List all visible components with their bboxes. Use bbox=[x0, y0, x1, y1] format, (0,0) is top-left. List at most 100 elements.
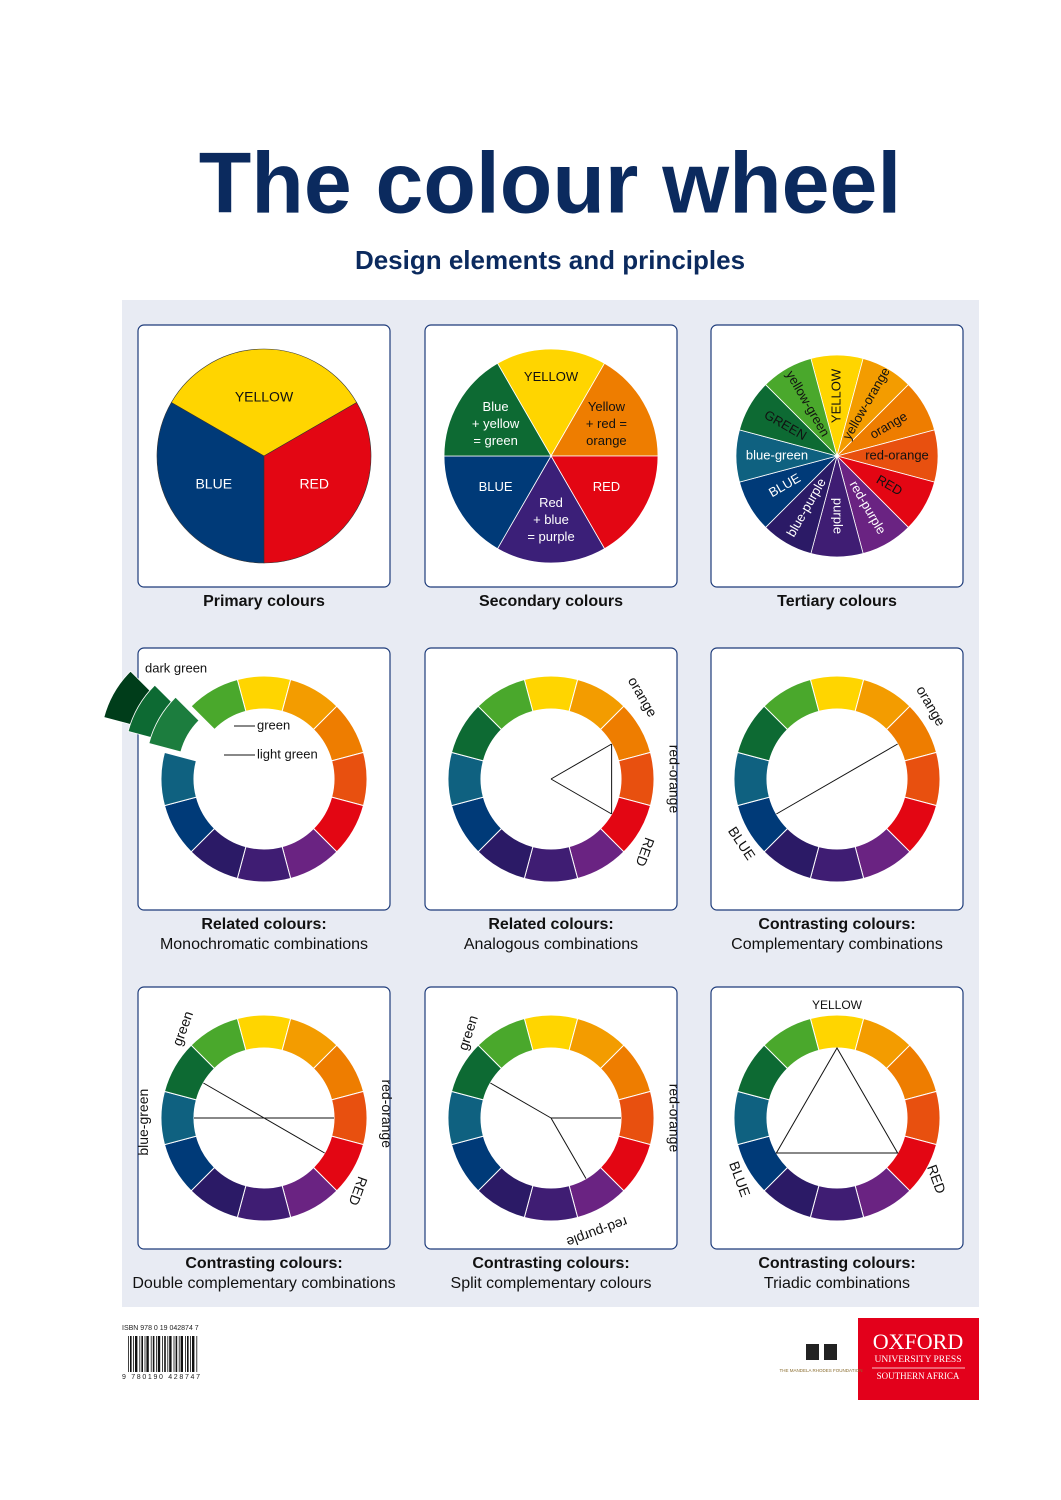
label-line: + blue bbox=[533, 512, 569, 527]
caption-title: Contrasting colours: bbox=[758, 1255, 915, 1272]
barcode-bar bbox=[175, 1336, 178, 1372]
pie-segment bbox=[765, 357, 838, 458]
barcode-bar bbox=[178, 1336, 180, 1372]
wheel-label: red-orange bbox=[865, 447, 929, 462]
barcode-bar bbox=[146, 1336, 149, 1372]
pie-segment bbox=[156, 402, 265, 564]
wheel-segment bbox=[160, 1090, 197, 1146]
wheel-segment bbox=[160, 751, 197, 807]
barcode-bar bbox=[139, 1336, 141, 1372]
barcode-bar bbox=[192, 1336, 195, 1372]
wheel-segment bbox=[523, 1184, 579, 1222]
label-line: Blue bbox=[483, 399, 509, 414]
barcode-bar bbox=[185, 1336, 186, 1372]
panel: Contrasting colours: Complementary combin… bbox=[710, 647, 964, 953]
caption-title: Contrasting colours: bbox=[472, 1255, 629, 1272]
wheel-label: dark green bbox=[145, 660, 207, 675]
panel: Related colours: Monochromatic combinatio… bbox=[103, 647, 391, 953]
extracted-segment bbox=[148, 696, 200, 753]
wheel-label: YELLOW bbox=[524, 369, 579, 384]
connector-line bbox=[550, 778, 612, 815]
wheel-segment bbox=[904, 1090, 941, 1146]
isbn: ISBN 978 0 19 042874 7 bbox=[122, 1325, 199, 1332]
wheel-segment bbox=[618, 1090, 655, 1146]
wheel-label: BLUE bbox=[195, 476, 232, 492]
label-line: Red bbox=[539, 495, 563, 510]
publisher-region: SOUTHERN AFRICA bbox=[877, 1371, 960, 1381]
wheel-segment bbox=[477, 678, 534, 731]
caption-subtitle: Complementary combinations bbox=[731, 936, 943, 953]
label-line: RED bbox=[593, 479, 620, 494]
connector-line bbox=[776, 743, 898, 815]
wheel-segment bbox=[447, 1090, 484, 1146]
caption-subtitle: Double complementary combinations bbox=[132, 1275, 395, 1292]
label-line: = purple bbox=[527, 529, 574, 544]
wheel-label: Red + blue = purple bbox=[527, 495, 574, 544]
caption-title: Secondary colours bbox=[479, 593, 623, 610]
label-line: BLUE bbox=[479, 479, 513, 494]
panel: Primary colours YELLOW BLUE RED bbox=[137, 324, 391, 610]
panel: Contrasting colours: Split complementary … bbox=[424, 986, 682, 1292]
wheel-label: red-orange bbox=[666, 1084, 682, 1153]
pie-segment bbox=[550, 455, 659, 550]
barcode-bar bbox=[156, 1336, 157, 1372]
caption-title: Primary colours bbox=[203, 593, 325, 610]
barcode-bar bbox=[196, 1336, 198, 1372]
barcode-bar bbox=[167, 1336, 169, 1372]
panel: Contrasting colours: Double complementary… bbox=[132, 986, 396, 1292]
wheel-label: purple bbox=[831, 498, 846, 534]
barcode-bar bbox=[152, 1336, 155, 1372]
wheel-segment bbox=[733, 1090, 770, 1146]
panel: Related colours:Analogous combinationsor… bbox=[424, 647, 682, 953]
pie-segment bbox=[263, 402, 372, 564]
barcode-bar bbox=[164, 1336, 166, 1372]
wheel-segment bbox=[618, 751, 655, 807]
wheel-label: green bbox=[257, 717, 290, 732]
wheel-label: RED bbox=[593, 479, 620, 494]
wheel-label: red-orange bbox=[379, 1079, 395, 1148]
wheel-segment bbox=[236, 1184, 292, 1222]
barcode-bar bbox=[162, 1336, 163, 1372]
wheel-segment bbox=[523, 675, 579, 712]
wheel-label: Blue + yellow = green bbox=[472, 399, 520, 448]
label-line: + yellow bbox=[472, 416, 520, 431]
caption-title: Contrasting colours: bbox=[185, 1255, 342, 1272]
caption-title: Tertiary colours bbox=[777, 593, 897, 610]
subtitle: Design elements and principles bbox=[355, 245, 745, 275]
wheel-segment bbox=[236, 1014, 292, 1052]
wheel-segment bbox=[477, 1017, 534, 1070]
caption-subtitle: Analogous combinations bbox=[464, 936, 638, 953]
barcode-bar bbox=[173, 1336, 175, 1372]
wheel-segment bbox=[236, 846, 292, 883]
barcode-bar bbox=[180, 1336, 183, 1372]
connector-line bbox=[550, 1117, 587, 1179]
label-line: Yellow bbox=[588, 399, 626, 414]
barcode-bar bbox=[187, 1336, 189, 1372]
barcode-bar bbox=[169, 1336, 172, 1372]
wheel-label: YELLOW bbox=[235, 389, 294, 405]
wheel-segment bbox=[904, 751, 941, 807]
wheel-label: YELLOW bbox=[828, 368, 843, 423]
caption-subtitle: Split complementary colours bbox=[451, 1275, 652, 1292]
wheel-segment bbox=[763, 1017, 820, 1070]
publisher-sub: UNIVERSITY PRESS bbox=[874, 1355, 961, 1365]
wheel-segment bbox=[733, 751, 770, 807]
wheel-segment bbox=[447, 751, 484, 807]
wheel-segment bbox=[331, 751, 368, 807]
barcode-bar bbox=[133, 1336, 134, 1372]
pie-segment bbox=[550, 362, 659, 457]
barcode-bar bbox=[144, 1336, 146, 1372]
caption-title: Related colours: bbox=[488, 916, 613, 933]
label-line: orange bbox=[586, 433, 626, 448]
wheel-label: YELLOW bbox=[812, 998, 863, 1012]
connector-line bbox=[490, 1082, 552, 1119]
wheel-label: light green bbox=[257, 746, 318, 761]
wheel-label: blue-green bbox=[135, 1089, 151, 1156]
barcode-bar bbox=[141, 1336, 143, 1372]
wheel-segment bbox=[331, 1090, 368, 1146]
barcode-bar bbox=[157, 1336, 161, 1372]
label-line: = green bbox=[473, 433, 517, 448]
wheel-segment bbox=[236, 675, 292, 712]
publisher-logo bbox=[858, 1318, 979, 1400]
